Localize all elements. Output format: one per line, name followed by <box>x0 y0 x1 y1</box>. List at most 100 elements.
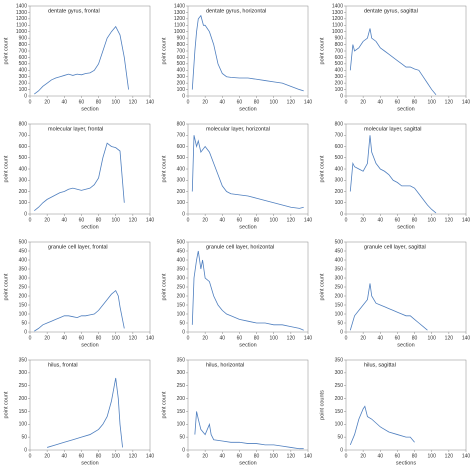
y-tick-label: 400 <box>335 257 344 263</box>
x-tick-label: 20 <box>202 217 208 223</box>
y-tick-label: 800 <box>19 42 28 48</box>
y-tick-label: 0 <box>24 329 27 335</box>
x-axis-label: section <box>81 224 98 230</box>
y-tick-label: 200 <box>19 80 28 86</box>
x-tick-label: 80 <box>254 335 260 341</box>
y-tick-label: 50 <box>337 320 343 326</box>
y-tick-label: 350 <box>335 266 344 272</box>
x-tick-label: 20 <box>44 99 50 105</box>
x-tick-label: 40 <box>220 453 226 459</box>
y-tick-label: 200 <box>177 189 186 195</box>
data-line <box>349 283 428 331</box>
x-tick-label: 100 <box>270 99 279 105</box>
y-tick-label: 150 <box>19 302 28 308</box>
x-tick-label: 60 <box>395 217 401 223</box>
x-tick-label: 120 <box>129 335 138 341</box>
x-tick-label: 140 <box>462 217 471 223</box>
data-line <box>194 411 304 450</box>
y-tick-label: 250 <box>19 383 28 389</box>
y-tick-label: 0 <box>182 211 185 217</box>
chart-title: dentate gyrus, frontal <box>48 8 100 14</box>
x-tick-label: 0 <box>345 453 348 459</box>
x-tick-label: 60 <box>395 453 401 459</box>
data-line <box>34 142 125 211</box>
x-tick-label: 60 <box>237 453 243 459</box>
x-tick-label: 140 <box>146 335 155 341</box>
y-tick-label: 0 <box>340 329 343 335</box>
y-tick-label: 400 <box>335 68 344 74</box>
y-tick-label: 800 <box>335 121 344 127</box>
x-tick-label: 100 <box>270 335 279 341</box>
x-tick-label: 140 <box>304 217 313 223</box>
y-tick-label: 100 <box>19 422 28 428</box>
y-tick-label: 200 <box>19 189 28 195</box>
y-tick-label: 1400 <box>174 3 185 9</box>
x-tick-label: 0 <box>187 335 190 341</box>
y-tick-label: 50 <box>21 320 27 326</box>
x-tick-label: 80 <box>412 453 418 459</box>
plot-frame <box>345 359 467 451</box>
x-tick-label: 40 <box>220 335 226 341</box>
y-tick-label: 100 <box>177 311 186 317</box>
y-tick-label: 1000 <box>16 29 27 35</box>
chart-title: granule cell layer, sagittal <box>364 244 426 250</box>
y-tick-label: 350 <box>19 357 28 363</box>
chart-title: granule cell layer, frontal <box>48 244 108 250</box>
plot-frame <box>29 359 151 451</box>
x-tick-label: 120 <box>287 335 296 341</box>
x-tick-label: 0 <box>187 217 190 223</box>
y-tick-label: 400 <box>19 68 28 74</box>
y-tick-label: 150 <box>335 409 344 415</box>
y-tick-label: 100 <box>177 87 186 93</box>
x-tick-label: 100 <box>428 217 437 223</box>
y-tick-label: 300 <box>177 74 186 80</box>
y-tick-label: 300 <box>19 74 28 80</box>
y-tick-label: 700 <box>19 48 28 54</box>
y-tick-label: 600 <box>19 55 28 61</box>
plot-frame <box>345 241 467 333</box>
x-tick-label: 100 <box>428 335 437 341</box>
y-tick-label: 1100 <box>174 23 185 29</box>
data-line <box>47 377 123 448</box>
y-tick-label: 200 <box>177 396 186 402</box>
x-tick-label: 100 <box>428 453 437 459</box>
x-tick-label: 80 <box>96 99 102 105</box>
y-tick-label: 100 <box>335 422 344 428</box>
chart-title: molecular layer, frontal <box>48 126 103 132</box>
y-tick-label: 200 <box>177 80 186 86</box>
y-tick-label: 800 <box>19 121 28 127</box>
x-tick-label: 80 <box>412 335 418 341</box>
y-axis-label: point count <box>3 273 9 300</box>
y-tick-label: 50 <box>179 320 185 326</box>
x-tick-label: 100 <box>112 335 121 341</box>
y-tick-label: 150 <box>19 409 28 415</box>
y-tick-label: 200 <box>335 293 344 299</box>
y-tick-label: 350 <box>177 266 186 272</box>
x-tick-label: 100 <box>270 217 279 223</box>
y-axis-label: point count <box>319 273 325 300</box>
x-tick-label: 0 <box>29 453 32 459</box>
y-tick-label: 900 <box>177 35 186 41</box>
x-tick-label: 60 <box>395 99 401 105</box>
x-tick-label: 20 <box>202 453 208 459</box>
data-line <box>349 405 415 446</box>
y-tick-label: 200 <box>19 293 28 299</box>
x-tick-label: 140 <box>146 217 155 223</box>
x-tick-label: 120 <box>129 453 138 459</box>
x-tick-label: 40 <box>62 335 68 341</box>
data-line <box>191 135 304 209</box>
x-tick-label: 40 <box>62 99 68 105</box>
x-tick-label: 100 <box>428 99 437 105</box>
y-tick-label: 300 <box>19 275 28 281</box>
x-tick-label: 60 <box>79 217 85 223</box>
plot-frame <box>345 123 467 215</box>
y-tick-label: 500 <box>19 239 28 245</box>
y-tick-label: 800 <box>177 42 186 48</box>
x-tick-label: 80 <box>96 335 102 341</box>
x-tick-label: 20 <box>202 335 208 341</box>
plot-frame <box>29 241 151 333</box>
y-tick-label: 400 <box>19 166 28 172</box>
y-tick-label: 100 <box>19 200 28 206</box>
x-tick-label: 140 <box>304 99 313 105</box>
y-tick-label: 50 <box>179 434 185 440</box>
